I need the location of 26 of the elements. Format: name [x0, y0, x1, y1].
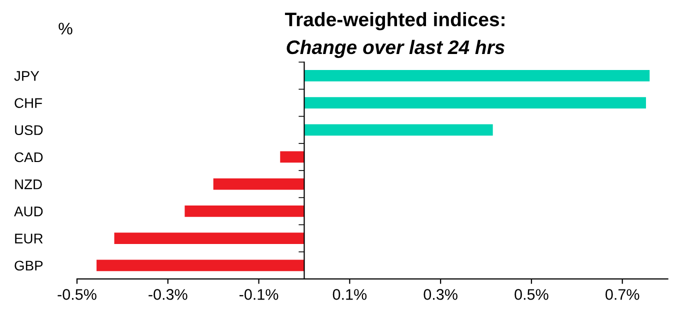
- y-tick-label: AUD: [14, 206, 43, 216]
- y-tick-label: CHF: [14, 98, 42, 108]
- bar: [213, 178, 304, 190]
- x-tick-label: 0.7%: [606, 289, 640, 300]
- text: %: [58, 22, 72, 34]
- x-tick-label: -0.5%: [58, 289, 96, 300]
- chart-title: Trade-weighted indices:: [284, 12, 504, 30]
- bar: [304, 70, 650, 82]
- y-tick-label: EUR: [15, 234, 43, 244]
- bar: [114, 232, 304, 244]
- y-tick-label: GBP: [14, 260, 43, 271]
- x-tick-label: 0.1%: [332, 289, 367, 300]
- y-tick-label: USD: [15, 125, 43, 136]
- bar: [304, 124, 493, 136]
- x-tick-label: 0.3%: [424, 289, 458, 300]
- y-tick-label: CAD: [14, 152, 43, 162]
- x-tick-label: -0.1%: [240, 289, 278, 300]
- bar: [280, 151, 304, 163]
- bar: [184, 205, 304, 217]
- y-tick-label: NZD: [15, 180, 42, 190]
- bar: [304, 97, 646, 108]
- x-tick-label: 0.5%: [514, 289, 548, 300]
- y-tick-label: JPY: [14, 71, 40, 81]
- bar: [96, 260, 304, 272]
- chart-subtitle: Change over last 24 hrs: [286, 40, 505, 58]
- x-tick-label: -0.3%: [148, 289, 188, 300]
